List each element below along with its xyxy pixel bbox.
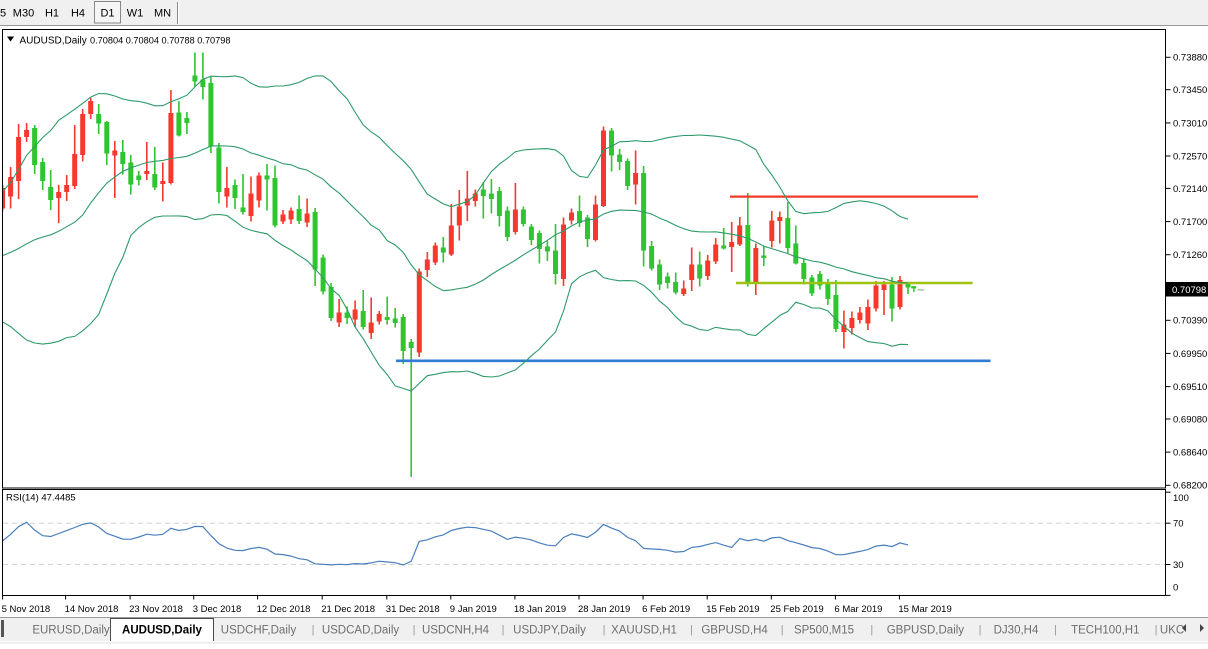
svg-text:5: 5 [0,8,6,20]
svg-text:W1: W1 [127,8,144,20]
svg-text:RSI(14) 47.4485: RSI(14) 47.4485 [6,493,76,504]
svg-text:|: | [312,624,315,636]
svg-text:0.69080: 0.69080 [1173,414,1207,425]
svg-text:0.68200: 0.68200 [1173,481,1207,492]
svg-text:TECH100,H1: TECH100,H1 [1071,625,1139,637]
svg-text:0.68640: 0.68640 [1173,448,1207,459]
svg-text:GBPUSD,H4: GBPUSD,H4 [701,625,768,637]
svg-text:0.72570: 0.72570 [1173,151,1207,162]
svg-text:USDCAD,Daily: USDCAD,Daily [322,625,400,637]
svg-text:3 Dec 2018: 3 Dec 2018 [193,604,242,615]
svg-text:30: 30 [1173,560,1184,571]
svg-text:12 Dec 2018: 12 Dec 2018 [257,604,311,615]
svg-text:|: | [870,624,873,636]
svg-text:0.73450: 0.73450 [1173,85,1207,96]
svg-text:0.69950: 0.69950 [1173,349,1207,360]
svg-text:|: | [690,624,693,636]
svg-text:|: | [979,624,982,636]
svg-text:25 Feb 2019: 25 Feb 2019 [770,604,823,615]
svg-text:USDCHF,Daily: USDCHF,Daily [221,625,297,637]
svg-text:6 Feb 2019: 6 Feb 2019 [642,604,690,615]
svg-text:0.71260: 0.71260 [1173,250,1207,261]
svg-text:70: 70 [1173,519,1184,530]
svg-text:XAUUSD,H1: XAUUSD,H1 [611,625,677,637]
svg-text:15 Feb 2019: 15 Feb 2019 [706,604,759,615]
svg-text:9 Jan 2019: 9 Jan 2019 [450,604,497,615]
svg-text:0.70798: 0.70798 [1172,285,1206,296]
svg-text:0.70390: 0.70390 [1173,316,1207,327]
svg-text:AUDUSD,Daily: AUDUSD,Daily [122,625,202,637]
svg-text:15 Mar 2019: 15 Mar 2019 [898,604,951,615]
svg-text:14 Nov 2018: 14 Nov 2018 [65,604,119,615]
svg-text:0.72140: 0.72140 [1173,184,1207,195]
svg-text:DJ30,H4: DJ30,H4 [994,625,1039,637]
svg-text:100: 100 [1173,493,1189,504]
svg-text:21 Dec 2018: 21 Dec 2018 [321,604,375,615]
svg-text:AUDUSD,Daily: AUDUSD,Daily [20,36,87,47]
svg-text:28 Jan 2019: 28 Jan 2019 [578,604,630,615]
svg-text:31 Dec 2018: 31 Dec 2018 [386,604,440,615]
svg-text:18 Jan 2019: 18 Jan 2019 [514,604,566,615]
svg-text:|: | [603,624,606,636]
svg-text:M30: M30 [13,8,34,20]
svg-text:D1: D1 [100,8,114,20]
svg-text:|: | [502,624,505,636]
svg-text:USDJPY,Daily: USDJPY,Daily [513,625,586,637]
svg-text:H4: H4 [71,8,85,20]
svg-text:|: | [781,624,784,636]
svg-text:0.73880: 0.73880 [1173,53,1207,64]
svg-text:EURUSD,Daily: EURUSD,Daily [32,625,110,637]
svg-text:6 Mar 2019: 6 Mar 2019 [834,604,882,615]
svg-text:0: 0 [1173,582,1178,593]
svg-text:23 Nov 2018: 23 Nov 2018 [129,604,183,615]
svg-text:|: | [1054,624,1057,636]
svg-text:GBPUSD,Daily: GBPUSD,Daily [887,625,965,637]
svg-text:0.71700: 0.71700 [1173,217,1207,228]
svg-text:SP500,M15: SP500,M15 [794,625,854,637]
svg-text:5 Nov 2018: 5 Nov 2018 [2,604,51,615]
svg-text:|: | [413,624,416,636]
svg-text:MN: MN [154,8,171,20]
svg-text:UKC: UKC [1160,625,1184,637]
svg-text:0.69510: 0.69510 [1173,382,1207,393]
svg-text:USDCNH,H4: USDCNH,H4 [422,625,490,637]
svg-text:0.73010: 0.73010 [1173,118,1207,129]
svg-text:H1: H1 [45,8,59,20]
svg-text:|: | [1155,624,1158,636]
svg-text:0.70804 0.70804 0.70788 0.7079: 0.70804 0.70804 0.70788 0.70798 [90,36,231,46]
